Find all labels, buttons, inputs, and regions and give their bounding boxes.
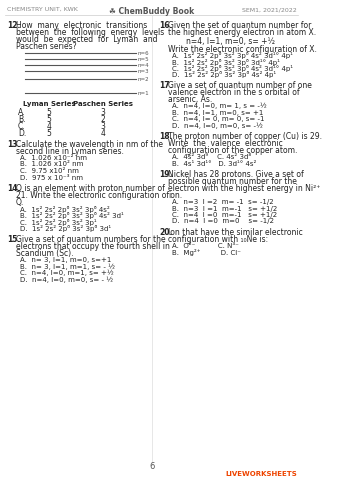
Text: D.  n=4  l =0  m=0    s= -1/2: D. n=4 l =0 m=0 s= -1/2: [172, 218, 274, 225]
Text: 15.: 15.: [7, 235, 20, 244]
Text: B.: B.: [18, 115, 26, 124]
Text: D.  n=4, l=0, m=0, s= - ½: D. n=4, l=0, m=0, s= - ½: [20, 276, 113, 283]
Text: 19.: 19.: [159, 170, 172, 179]
Text: n=3: n=3: [138, 69, 149, 74]
Text: Calculate the wavelength in nm of the: Calculate the wavelength in nm of the: [16, 140, 163, 149]
Text: Scandium (Sc).: Scandium (Sc).: [16, 249, 73, 258]
Text: 16.: 16.: [159, 21, 172, 30]
Text: Write  the  valence  electronic: Write the valence electronic: [168, 139, 283, 148]
Text: C.  n=4  l =0  m=-1   s= +1/2: C. n=4 l =0 m=-1 s= +1/2: [172, 212, 277, 218]
Text: 3: 3: [100, 122, 105, 131]
Text: A.  1s² 2s² 2p⁶ 3s² 3p⁶ 4s² 3d¹° 4p¹: A. 1s² 2s² 2p⁶ 3s² 3p⁶ 4s² 3d¹° 4p¹: [172, 52, 292, 59]
Text: A.  n= 3, l=1, m=0, s=+1: A. n= 3, l=1, m=0, s=+1: [20, 257, 111, 263]
Text: B.  n=4, l=1, m=0, s= +1: B. n=4, l=1, m=0, s= +1: [172, 109, 263, 116]
Text: SEM1, 2021/2022: SEM1, 2021/2022: [242, 7, 297, 12]
Text: 12.: 12.: [7, 21, 20, 30]
Text: D.  1s² 2s² 2p⁶ 3s² 3p⁶ 3d¹: D. 1s² 2s² 2p⁶ 3s² 3p⁶ 3d¹: [20, 226, 111, 232]
Text: 21. Write the electronic configuration of: 21. Write the electronic configuration o…: [16, 191, 169, 200]
Text: 5: 5: [47, 108, 52, 117]
Text: 17.: 17.: [159, 81, 172, 90]
Text: electron with the highest energy in Ni²⁺: electron with the highest energy in Ni²⁺: [168, 184, 320, 193]
Text: the highest energy electron in atom X.: the highest energy electron in atom X.: [168, 28, 316, 37]
Text: 2: 2: [100, 115, 105, 124]
Text: A.  n=4, l=0, m= 1, s = -½: A. n=4, l=0, m= 1, s = -½: [172, 103, 266, 109]
Text: A.  4s² 3d⁹    C. 4s² 3d⁸: A. 4s² 3d⁹ C. 4s² 3d⁸: [172, 154, 251, 160]
Text: second line in Lyman series.: second line in Lyman series.: [16, 147, 124, 156]
Text: arsenic, As.: arsenic, As.: [168, 95, 212, 104]
Text: 20.: 20.: [159, 228, 172, 237]
Text: B.  1s² 2s² 2p⁶ 3s² 3p⁶ 4s² 3d¹: B. 1s² 2s² 2p⁶ 3s² 3p⁶ 4s² 3d¹: [20, 213, 123, 219]
Text: electrons that occupy the fourth shell in: electrons that occupy the fourth shell i…: [16, 242, 170, 251]
Text: possible quantum number for the: possible quantum number for the: [168, 177, 297, 186]
Text: C.: C.: [18, 122, 26, 131]
Text: Nickel has 28 protons. Give a set of: Nickel has 28 protons. Give a set of: [168, 170, 304, 179]
Text: n=4: n=4: [138, 63, 149, 68]
Text: A.  1s² 2s² 2p⁶ 3s² 3p⁶ 4s²: A. 1s² 2s² 2p⁶ 3s² 3p⁶ 4s²: [20, 206, 109, 213]
Text: Q.: Q.: [16, 198, 24, 207]
Text: B.  4s¹ 3d¹°   D. 3d¹° 4s²: B. 4s¹ 3d¹° D. 3d¹° 4s²: [172, 160, 256, 167]
Text: D.  975 x 10⁻³ nm: D. 975 x 10⁻³ nm: [20, 175, 83, 180]
Text: C.  1s² 2s² 2p⁶ 3s² 3p¹: C. 1s² 2s² 2p⁶ 3s² 3p¹: [20, 219, 96, 226]
Text: LIVEWORKSHEETS: LIVEWORKSHEETS: [225, 471, 297, 477]
Text: Give a set of quantum number of one: Give a set of quantum number of one: [168, 81, 312, 90]
Text: D.: D.: [18, 129, 26, 138]
Text: Write the electronic configuration of X.: Write the electronic configuration of X.: [168, 45, 317, 54]
Text: C.  9.75 x10² nm: C. 9.75 x10² nm: [20, 168, 79, 174]
Text: CHEMISTRY UNIT, KWK: CHEMISTRY UNIT, KWK: [7, 7, 78, 12]
Text: C.  n=4, l=0, m=1, s= +½: C. n=4, l=0, m=1, s= +½: [20, 270, 114, 276]
Text: Paschen Series: Paschen Series: [73, 101, 133, 107]
Text: A.  1.026 x10⁻² nm: A. 1.026 x10⁻² nm: [20, 155, 87, 161]
Text: ion.: ion.: [168, 191, 182, 200]
Text: A.: A.: [18, 108, 26, 117]
Text: Given the set of quantum number for: Given the set of quantum number for: [168, 21, 311, 30]
Text: B.  n= 3, l=1, m=1, s= - ½: B. n= 3, l=1, m=1, s= - ½: [20, 264, 115, 270]
Text: B.  1.026 x10² nm: B. 1.026 x10² nm: [20, 161, 83, 168]
Text: 18.: 18.: [159, 132, 172, 141]
Text: 13.: 13.: [7, 140, 20, 149]
Text: ☘ ChemBuddy Book: ☘ ChemBuddy Book: [109, 7, 194, 16]
Text: 4: 4: [47, 122, 52, 131]
Text: configuration with ₁₀Ne is:: configuration with ₁₀Ne is:: [168, 235, 268, 244]
Text: configuration of the copper atom.: configuration of the copper atom.: [168, 146, 298, 155]
Text: 3: 3: [100, 108, 105, 117]
Text: How  many  electronic  transitions: How many electronic transitions: [16, 21, 147, 30]
Text: Lyman Series: Lyman Series: [23, 101, 75, 107]
Text: between  the  following  energy  levels: between the following energy levels: [16, 28, 164, 37]
Text: 6: 6: [149, 462, 155, 471]
Text: B.  Mg²⁺         D. Cl⁻: B. Mg²⁺ D. Cl⁻: [172, 250, 241, 256]
Text: B.  1s² 2s² 2p⁶ 3s² 3p⁶ 3d¹° 4p¹: B. 1s² 2s² 2p⁶ 3s² 3p⁶ 3d¹° 4p¹: [172, 59, 279, 65]
Text: Paschen series?: Paschen series?: [16, 42, 77, 51]
Text: Ion that have the similar electronic: Ion that have the similar electronic: [168, 228, 303, 237]
Text: A.  n=3  l =2  m= -1  s= -1/2: A. n=3 l =2 m= -1 s= -1/2: [172, 199, 273, 205]
Text: B.  n=3  l =1  m=-1   s= +1/2: B. n=3 l =1 m=-1 s= +1/2: [172, 205, 277, 212]
Text: The proton number of copper (Cu) is 29.: The proton number of copper (Cu) is 29.: [168, 132, 322, 141]
Text: Q is an element with proton number of: Q is an element with proton number of: [16, 184, 165, 193]
Text: 5: 5: [47, 115, 52, 124]
Text: n=1: n=1: [138, 91, 149, 96]
Text: n=6: n=6: [138, 51, 149, 56]
Text: would  be  expected  for  Lyman  and: would be expected for Lyman and: [16, 35, 157, 44]
Text: D.  1s² 2s² 2p⁶ 3s² 3p⁶ 4s² 4p¹: D. 1s² 2s² 2p⁶ 3s² 3p⁶ 4s² 4p¹: [172, 72, 276, 79]
Text: n=2: n=2: [138, 77, 149, 82]
Text: 5: 5: [47, 129, 52, 138]
Text: Give a set of quantum numbers for the: Give a set of quantum numbers for the: [16, 235, 166, 244]
Text: n=5: n=5: [138, 57, 149, 62]
Text: D.  n=4, l=0, m=0, s= -½: D. n=4, l=0, m=0, s= -½: [172, 122, 262, 129]
Text: C.  1s² 2s² 2p⁶ 3s² 3p⁶ 4s² 3d¹° 4p¹: C. 1s² 2s² 2p⁶ 3s² 3p⁶ 4s² 3d¹° 4p¹: [172, 65, 292, 72]
Text: 4: 4: [100, 129, 105, 138]
Text: C.  n=4, l= 0, m= 0, s= -1: C. n=4, l= 0, m= 0, s= -1: [172, 116, 264, 122]
Text: valence electron in the s orbital of: valence electron in the s orbital of: [168, 88, 300, 97]
Text: 14.: 14.: [7, 184, 20, 193]
Text: n=4, l=1, m=0, s= +½: n=4, l=1, m=0, s= +½: [186, 37, 275, 46]
Text: A.  O²⁻          C. N³⁻: A. O²⁻ C. N³⁻: [172, 243, 238, 249]
